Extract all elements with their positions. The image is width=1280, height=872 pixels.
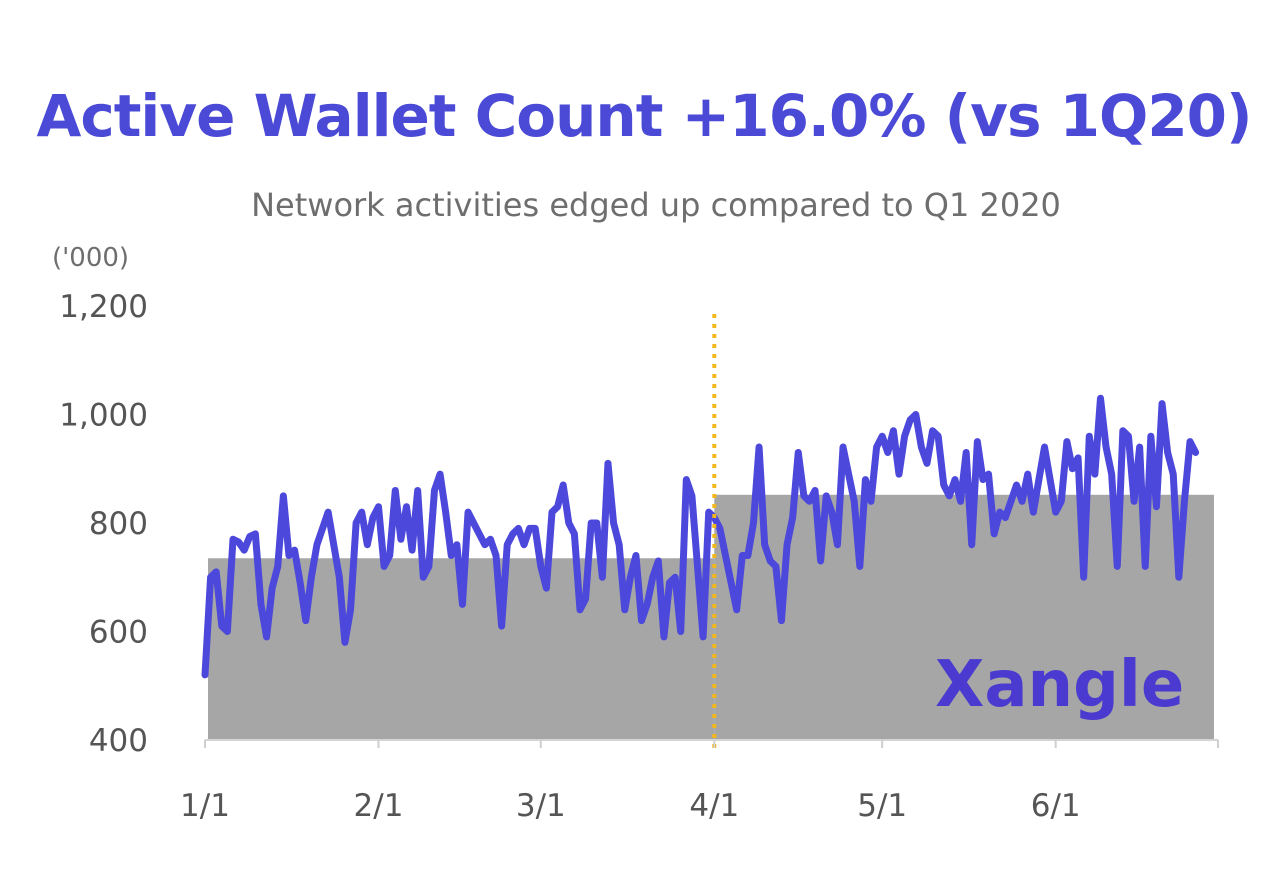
y-tick-label: 400 [89, 723, 148, 759]
axes: 1,200 1,000 800 600 400 1/1 2/1 3/1 4/1 5/1 6/1 [59, 289, 1219, 824]
y-tick-label: 800 [89, 506, 148, 542]
x-tick-label: 3/1 [516, 788, 566, 824]
x-tick-label: 2/1 [354, 788, 404, 824]
chart-title: Active Wallet Count +16.0% (vs 1Q20) [36, 82, 1252, 150]
x-tick-label: 5/1 [857, 788, 907, 824]
x-tick-label: 6/1 [1031, 788, 1081, 824]
y-tick-label: 600 [89, 615, 148, 651]
x-tick-label: 1/1 [180, 788, 230, 824]
series-line-layer [201, 394, 1200, 679]
watermark-logo: Xangle [935, 648, 1184, 722]
y-unit-label: ('000) [52, 243, 129, 273]
x-tick-label: 4/1 [689, 788, 739, 824]
y-tick-label: 1,000 [59, 398, 148, 434]
y-tick-label: 1,200 [59, 289, 148, 325]
active-wallet-line [201, 394, 1200, 679]
chart-subtitle: Network activities edged up compared to … [251, 186, 1061, 224]
quarter-average-bar-q2 [714, 494, 1214, 740]
quarter-average-bars [208, 494, 1214, 740]
